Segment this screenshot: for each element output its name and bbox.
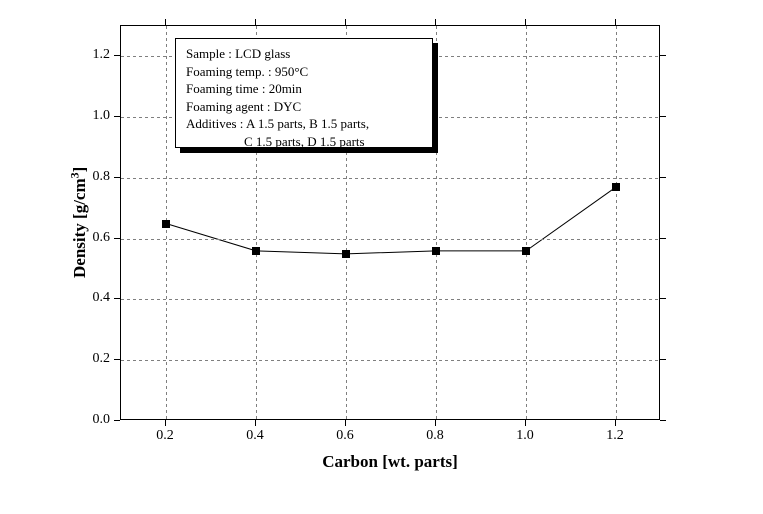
y-tick-label: 0.8 [93, 169, 111, 185]
x-tick-label: 0.4 [246, 428, 264, 444]
data-marker [162, 220, 170, 228]
x-tick-label: 0.2 [156, 428, 174, 444]
y-tick [114, 55, 120, 56]
x-tick [525, 19, 526, 25]
y-tick [114, 116, 120, 117]
y-tick-label: 0.6 [93, 230, 111, 246]
y-tick [660, 116, 666, 117]
grid-line-h [121, 299, 659, 300]
x-tick [255, 420, 256, 426]
info-line: Additives : A 1.5 parts, B 1.5 parts, [186, 115, 422, 133]
info-box: Sample : LCD glass Foaming temp. : 950°C… [175, 38, 433, 148]
x-tick-label: 1.2 [606, 428, 624, 444]
y-tick [660, 359, 666, 360]
x-tick [525, 420, 526, 426]
x-tick-label: 1.0 [516, 428, 534, 444]
y-tick-label: 1.2 [93, 47, 111, 63]
y-tick-label: 0.4 [93, 290, 111, 306]
x-tick [255, 19, 256, 25]
y-axis-label: Density [g/cm3] [70, 166, 90, 277]
y-tick [114, 238, 120, 239]
y-tick [660, 55, 666, 56]
x-tick [435, 19, 436, 25]
info-line: Foaming temp. : 950°C [186, 63, 422, 81]
x-tick-label: 0.6 [336, 428, 354, 444]
grid-line-h [121, 178, 659, 179]
info-line: Foaming agent : DYC [186, 98, 422, 116]
y-tick [114, 177, 120, 178]
y-tick-label: 0.2 [93, 351, 111, 367]
data-marker [522, 247, 530, 255]
y-tick [660, 420, 666, 421]
y-tick [660, 177, 666, 178]
data-marker [252, 247, 260, 255]
info-line: Sample : LCD glass [186, 45, 422, 63]
x-tick-label: 0.8 [426, 428, 444, 444]
grid-line-h [121, 360, 659, 361]
x-tick [345, 420, 346, 426]
x-tick [345, 19, 346, 25]
x-tick [165, 19, 166, 25]
y-tick-label: 0.0 [93, 412, 111, 428]
info-line: Foaming time : 20min [186, 80, 422, 98]
x-tick [165, 420, 166, 426]
data-marker [342, 250, 350, 258]
y-tick-label: 1.0 [93, 108, 111, 124]
info-line: C 1.5 parts, D 1.5 parts [186, 133, 422, 151]
y-tick [660, 238, 666, 239]
series-line [166, 187, 616, 254]
x-tick [615, 19, 616, 25]
data-marker [612, 183, 620, 191]
data-marker [432, 247, 440, 255]
grid-line-h [121, 239, 659, 240]
x-axis-label: Carbon [wt. parts] [322, 452, 458, 472]
chart-stage: Sample : LCD glass Foaming temp. : 950°C… [0, 0, 763, 514]
y-tick [114, 359, 120, 360]
x-tick [615, 420, 616, 426]
y-tick [114, 420, 120, 421]
y-tick [114, 298, 120, 299]
x-tick [435, 420, 436, 426]
y-tick [660, 298, 666, 299]
